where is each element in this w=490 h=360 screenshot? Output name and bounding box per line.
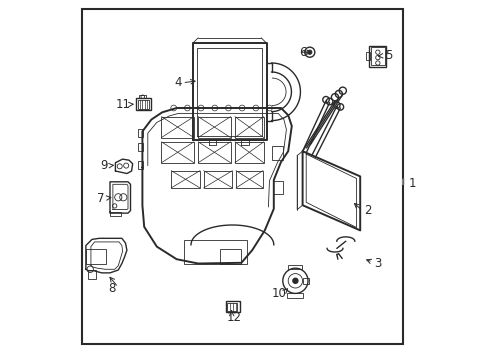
Text: 1: 1 [409,177,416,190]
Text: 8: 8 [108,282,116,295]
Text: 10: 10 [272,287,287,300]
Bar [184,240,247,264]
Circle shape [308,50,312,54]
Bar [139,95,147,98]
Bar [86,249,106,264]
Bar [198,142,231,163]
Bar [162,142,194,163]
Text: 4: 4 [174,76,182,89]
Circle shape [293,278,298,283]
Bar [220,249,242,264]
Bar [366,52,370,60]
Bar [171,171,200,188]
Text: 5: 5 [385,49,392,62]
Bar [139,129,143,137]
Text: 6: 6 [299,46,306,59]
Bar [110,212,121,216]
Bar [288,293,303,298]
Bar [303,278,309,284]
Bar [198,117,231,138]
Bar [235,117,264,138]
Text: 9: 9 [100,159,108,172]
Bar [236,171,263,188]
Bar [370,47,385,65]
Bar [288,265,302,269]
Bar [235,142,264,163]
Bar [204,171,232,188]
Bar [136,98,151,110]
Bar [88,270,96,279]
Bar [162,117,194,138]
Bar [82,9,403,344]
Bar [273,181,283,194]
Bar [369,46,387,67]
Text: 11: 11 [116,98,131,111]
Bar [138,100,148,109]
Bar [139,143,143,151]
Bar [226,301,240,312]
Bar [227,303,238,311]
Bar [139,161,143,169]
Text: 7: 7 [97,192,104,204]
Bar [272,146,283,160]
Text: 12: 12 [227,311,242,324]
Text: 2: 2 [364,204,371,217]
Text: 3: 3 [374,257,382,270]
